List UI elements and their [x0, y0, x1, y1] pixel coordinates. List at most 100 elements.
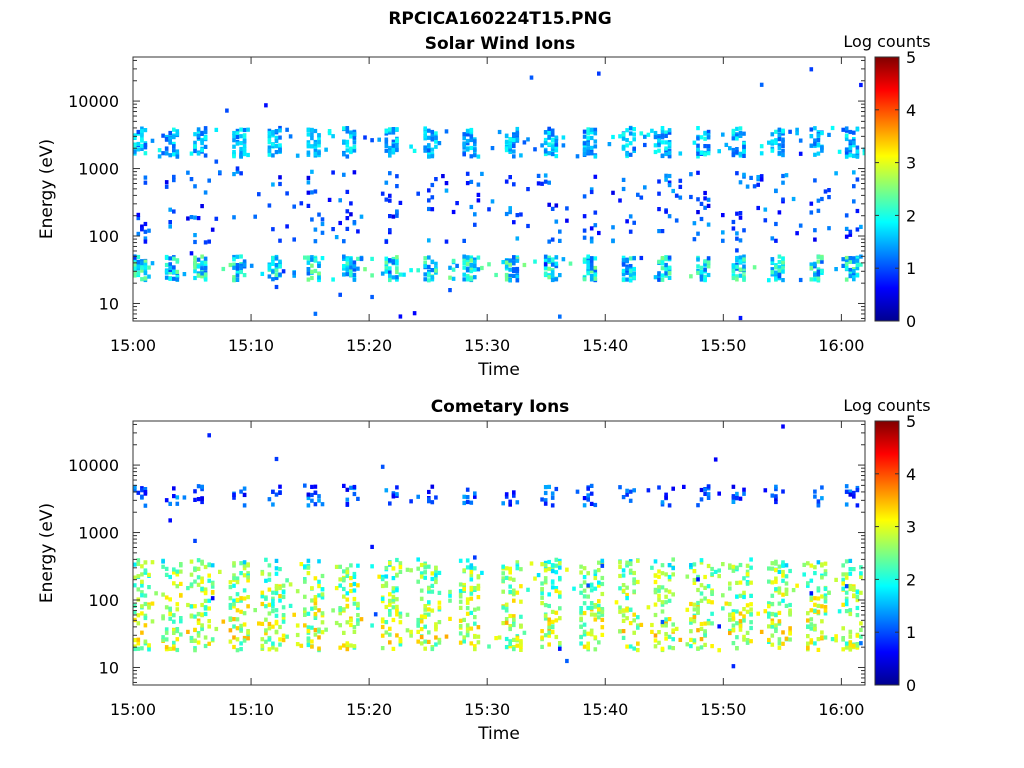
- spectrogram-cell: [763, 218, 768, 223]
- spectrogram-cell: [653, 602, 658, 607]
- spectrogram-cell: [352, 277, 357, 282]
- spectrogram-cell: [196, 151, 201, 156]
- x-tick-label: 15:50: [700, 336, 746, 355]
- spectrogram-cell: [859, 574, 863, 579]
- spectrogram-cell: [469, 641, 474, 646]
- spectrogram-cell: [593, 127, 598, 132]
- spectrogram-cell: [667, 271, 672, 276]
- spectrogram-cell: [809, 626, 814, 631]
- spectrogram-cell: [274, 590, 279, 596]
- spectrogram-cell: [515, 590, 520, 595]
- spectrogram-cell: [313, 151, 318, 156]
- spectrogram-cell: [427, 630, 431, 635]
- spectrogram-cell: [593, 154, 598, 159]
- spectrogram-cell: [246, 562, 250, 567]
- spectrogram-cell: [331, 170, 335, 175]
- spectrogram-cell: [430, 583, 435, 588]
- x-axis: 15:00 15:10 15:20 15:30 15:40 15:50 16:00: [110, 421, 864, 719]
- spectrogram-cell: [848, 571, 853, 576]
- spectrogram-cell: [735, 635, 739, 640]
- spectrogram-cell: [469, 277, 474, 282]
- spectrogram-cell: [168, 646, 172, 651]
- spectrogram-cell: [380, 191, 385, 196]
- spectrogram-cell: [313, 145, 318, 150]
- spectrogram-cell: [356, 563, 360, 568]
- spectrogram-cell: [696, 503, 700, 508]
- spectrogram-cell: [767, 579, 771, 584]
- spectrogram-cell: [628, 607, 633, 612]
- spectrogram-cell: [207, 178, 211, 183]
- spectrogram-cell: [232, 262, 236, 267]
- spectrogram-cell: [281, 619, 286, 624]
- spectrogram-cell: [310, 492, 314, 498]
- spectrogram-cell: [706, 256, 711, 261]
- spectrogram-cell: [827, 195, 831, 200]
- spectrogram-cell: [504, 272, 509, 278]
- spectrogram-cell: [143, 145, 148, 150]
- colorbar-tick-label: 2: [906, 206, 916, 225]
- spectrogram-cell: [703, 629, 707, 634]
- spectrogram-cell: [664, 632, 668, 637]
- spectrogram-cell: [582, 141, 587, 146]
- spectrogram-cell: [646, 605, 651, 610]
- spectrogram-cell: [745, 640, 750, 645]
- spectrogram-cell: [713, 457, 718, 462]
- spectrogram-cell: [554, 261, 559, 266]
- spectrogram-cell: [852, 184, 856, 189]
- spectrogram-cell: [349, 149, 353, 154]
- spectrogram-cell: [264, 103, 268, 108]
- spectrogram-cell: [512, 637, 516, 642]
- spectrogram-cell: [682, 484, 686, 489]
- spectrogram-cell: [172, 178, 176, 183]
- spectrogram-cell: [292, 612, 296, 617]
- spectrogram-cell: [395, 138, 399, 144]
- spectrogram-cell: [738, 580, 743, 585]
- spectrogram-cell: [271, 641, 275, 646]
- spectrogram-cell: [168, 611, 172, 617]
- spectrogram-cell: [469, 573, 474, 578]
- spectrogram-cell: [636, 558, 640, 563]
- spectrogram-cell: [423, 604, 427, 609]
- spectrogram-cell: [423, 277, 427, 282]
- spectrogram-cell: [731, 275, 736, 281]
- spectrogram-cell: [728, 630, 732, 636]
- spectrogram-cell: [543, 173, 548, 178]
- spectrogram-cell: [653, 587, 658, 592]
- spectrogram-cell: [586, 260, 590, 265]
- spectrogram-cell: [193, 258, 197, 263]
- spectrogram-cell: [774, 484, 778, 489]
- spectrogram-cell: [735, 594, 739, 599]
- spectrogram-cell: [359, 214, 364, 219]
- spectrogram-cell: [196, 257, 201, 262]
- spectrogram-cell: [660, 571, 665, 576]
- spectrogram-cell: [685, 574, 690, 579]
- spectrogram-cell: [338, 198, 342, 203]
- spectrogram-cell: [770, 561, 775, 566]
- spectrogram-cell: [816, 596, 821, 601]
- spectrogram-cell: [657, 207, 661, 212]
- spectrogram-cell: [706, 621, 711, 626]
- spectrogram-cell: [242, 563, 247, 568]
- spectrogram-cell: [554, 277, 559, 282]
- x-tick-label: 15:30: [464, 700, 510, 719]
- spectrogram-cell: [550, 277, 555, 283]
- spectrogram-cell: [650, 565, 654, 570]
- spectrogram-cell: [763, 488, 768, 493]
- spectrogram-cell: [274, 558, 279, 563]
- spectrogram-cell: [416, 579, 420, 584]
- spectrogram-cell: [823, 569, 828, 574]
- spectrogram-cell: [667, 265, 672, 270]
- spectrogram-cell: [593, 131, 598, 136]
- spectrogram-cell: [232, 604, 236, 609]
- spectrogram-cell: [370, 273, 374, 278]
- spectrogram-cell: [497, 635, 502, 640]
- spectrogram-cell: [193, 148, 197, 154]
- spectrogram-cell: [738, 273, 743, 278]
- spectrogram-cell: [465, 181, 470, 186]
- spectrogram-cell: [228, 585, 233, 590]
- spectrogram-cell: [628, 264, 633, 269]
- spectrogram-cell: [147, 605, 151, 610]
- spectrogram-cell: [494, 636, 498, 641]
- spectrogram-cell: [281, 269, 286, 274]
- spectrogram-cell: [345, 189, 350, 194]
